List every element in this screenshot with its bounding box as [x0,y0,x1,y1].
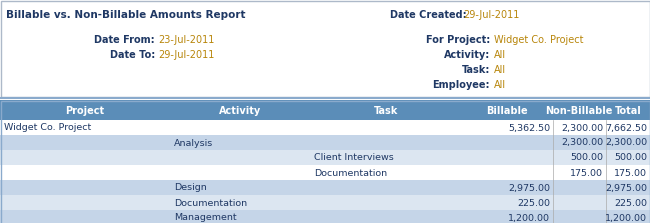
Text: 2,975.00: 2,975.00 [508,184,550,192]
Text: Activity: Activity [219,106,261,116]
Text: 29-Jul-2011: 29-Jul-2011 [463,10,519,20]
Text: 29-Jul-2011: 29-Jul-2011 [158,50,214,60]
Text: 2,300.00: 2,300.00 [561,138,603,147]
Text: 225.00: 225.00 [614,198,647,207]
Bar [1,101,649,223]
Text: 175.00: 175.00 [570,169,603,178]
Text: Widget Co. Project: Widget Co. Project [494,35,584,45]
Text: 1,200.00: 1,200.00 [508,213,550,223]
Bar [0,120,650,135]
Bar [0,150,650,165]
Text: Management: Management [174,213,237,223]
Text: 225.00: 225.00 [517,198,550,207]
Text: Billable: Billable [486,106,528,116]
Text: 500.00: 500.00 [614,153,647,163]
Text: Date From:: Date From: [94,35,155,45]
Text: Task:: Task: [462,65,490,75]
Text: Widget Co. Project: Widget Co. Project [4,124,91,132]
Text: Employee:: Employee: [432,80,490,90]
Bar [0,210,650,223]
Text: 23-Jul-2011: 23-Jul-2011 [158,35,214,45]
Text: 2,300.00: 2,300.00 [561,124,603,132]
Text: 5,362.50: 5,362.50 [508,124,550,132]
Text: Activity:: Activity: [444,50,490,60]
Text: Documentation: Documentation [174,198,247,207]
Text: Date Created:: Date Created: [390,10,467,20]
Text: All: All [494,80,506,90]
Bar [1,0,649,97]
Text: Design: Design [174,184,207,192]
Bar [0,0,650,97]
Text: Date To:: Date To: [110,50,155,60]
Text: 2,975.00: 2,975.00 [605,184,647,192]
Bar [0,135,650,150]
Text: Total: Total [615,106,642,116]
Text: Documentation: Documentation [314,169,387,178]
Bar [0,165,650,180]
Text: 2,300.00: 2,300.00 [605,138,647,147]
Bar [0,100,650,120]
Text: Client Interviews: Client Interviews [314,153,394,163]
Text: Non-Billable: Non-Billable [545,106,613,116]
Text: For Project:: For Project: [426,35,490,45]
Bar [0,180,650,195]
Text: Project: Project [66,106,105,116]
Text: 7,662.50: 7,662.50 [605,124,647,132]
Text: 175.00: 175.00 [614,169,647,178]
Text: Analysis: Analysis [174,138,213,147]
Text: 500.00: 500.00 [570,153,603,163]
Text: All: All [494,65,506,75]
Text: 1,200.00: 1,200.00 [605,213,647,223]
Text: Task: Task [374,106,398,116]
Bar [0,195,650,210]
Text: All: All [494,50,506,60]
Text: Billable vs. Non-Billable Amounts Report: Billable vs. Non-Billable Amounts Report [6,10,246,20]
